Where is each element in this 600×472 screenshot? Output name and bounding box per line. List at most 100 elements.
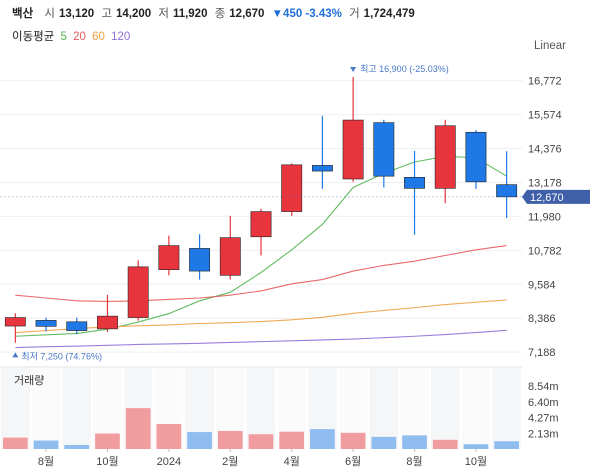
volume-bar: [64, 444, 90, 449]
volume-label: 거: [349, 8, 360, 20]
candle-body: [250, 211, 272, 238]
candle: [496, 151, 518, 219]
candle: [281, 163, 303, 216]
low-annotation: 최저 7,250 (74.76%): [21, 351, 102, 361]
candle-body: [311, 165, 333, 172]
volume-bar: [340, 432, 366, 449]
price-tick-label: 10,782: [528, 245, 562, 257]
volume-title: 거래량: [14, 374, 44, 387]
candle-body: [158, 245, 180, 270]
candle-body: [434, 125, 456, 189]
ma-legend-20[interactable]: 20: [73, 31, 86, 43]
volume-bar: [125, 408, 151, 449]
candle: [35, 317, 57, 332]
x-tick-label: 6월: [345, 455, 361, 468]
candle: [4, 313, 26, 343]
volume-bar: [463, 444, 489, 449]
candle: [97, 294, 118, 332]
volume-bg-column: [492, 368, 521, 449]
ma-line-20: [15, 245, 507, 302]
candle: [373, 119, 395, 188]
volume-bar: [371, 436, 397, 449]
scale-toggle[interactable]: Linear: [534, 40, 566, 52]
candle-body: [404, 177, 425, 189]
low-value: 11,920: [172, 8, 208, 20]
candle: [342, 77, 364, 182]
open-label: 시: [44, 8, 55, 20]
x-tick-label: 8월: [406, 455, 422, 468]
candle-body: [127, 266, 149, 318]
ma-legend-60[interactable]: 60: [92, 31, 105, 43]
volume-value: 1,724,479: [363, 8, 415, 20]
x-tick-label: 10월: [465, 455, 487, 468]
price-chart[interactable]: 16,772 15,574 14,376 13,178 11,980 10,782 9,58…: [0, 56, 600, 472]
price-tick-label: 9,584: [528, 279, 556, 291]
ma-line-5: [15, 155, 507, 337]
volume-tick-label: 4.27m: [528, 413, 559, 425]
volume-tick-label: 2.13m: [528, 428, 559, 440]
x-tick-label: 10월: [96, 455, 118, 468]
volume-bar: [494, 441, 519, 449]
low-label: 저: [158, 8, 169, 20]
volume-bg-column: [430, 368, 460, 449]
candle: [127, 260, 149, 321]
candle: [66, 317, 88, 335]
candle-body: [373, 122, 395, 177]
volume-bar: [217, 430, 243, 449]
volume-bg-column: [369, 368, 399, 449]
high-label: 고: [101, 8, 112, 20]
candle: [250, 208, 272, 256]
volume-tick-label: 8.54m: [528, 381, 559, 393]
candle: [311, 115, 333, 189]
candle-body: [342, 119, 364, 180]
volume-bg-column: [461, 368, 491, 449]
volume-bar: [3, 437, 28, 449]
volume-bar: [33, 440, 59, 449]
candle-body: [189, 248, 211, 272]
candle-body: [219, 237, 241, 276]
volume-bg-column: [31, 368, 61, 449]
ma-legend-120[interactable]: 120: [111, 31, 131, 43]
ma-legend-5[interactable]: 5: [60, 31, 67, 43]
close-value: 12,670: [229, 8, 265, 20]
candle-body: [4, 317, 26, 327]
candle: [219, 215, 241, 280]
volume-tick-label: 6.40m: [528, 397, 559, 409]
close-label: 종: [214, 8, 226, 20]
volume-bar: [95, 433, 120, 449]
volume-bar: [248, 434, 274, 449]
x-tick-label: 4월: [284, 455, 300, 468]
candle: [158, 235, 180, 276]
candle: [465, 129, 487, 189]
open-value: 13,120: [58, 8, 95, 20]
volume-bar: [156, 423, 182, 449]
x-tick-label: 2024: [157, 456, 181, 468]
current-price-tag: [522, 189, 590, 204]
high-value: 14,200: [115, 8, 152, 20]
ma-line-120: [15, 329, 507, 349]
candle-body: [97, 315, 118, 330]
moving-average-legend: 이동평균 5 20 60 120: [12, 28, 133, 44]
volume-bar: [187, 432, 212, 449]
volume-bg-column: [1, 368, 30, 449]
volume-bar: [432, 439, 458, 449]
price-change: ▼450 -3.43%: [271, 8, 342, 20]
candle: [404, 150, 425, 235]
x-tick-label: 8월: [38, 455, 54, 468]
price-summary: 백산 시 13,120 고 14,200 저 11,920 종 12,670 ▼450 …: [12, 5, 419, 21]
stock-name: 백산: [12, 8, 34, 20]
volume-bg-column: [62, 368, 92, 449]
volume-bar: [310, 429, 335, 449]
candle: [189, 234, 211, 280]
candle: [434, 119, 456, 204]
candle-body: [496, 184, 518, 198]
candle-body: [66, 321, 88, 331]
current-price-label: 12,670: [530, 192, 564, 204]
candle-body: [281, 164, 303, 212]
price-tick-label: 14,376: [528, 144, 562, 156]
volume-bar: [402, 435, 427, 449]
price-tick-label: 8,386: [528, 313, 556, 325]
ma-legend-title: 이동평균: [12, 31, 55, 43]
price-tick-label: 11,980: [528, 211, 561, 223]
candle-body: [465, 131, 487, 183]
